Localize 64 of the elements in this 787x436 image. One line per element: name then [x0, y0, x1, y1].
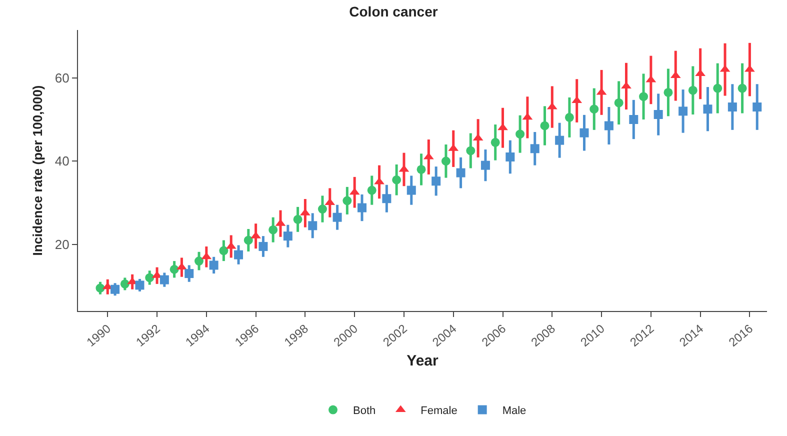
point: [580, 128, 589, 138]
point: [564, 112, 574, 122]
point: [728, 102, 737, 112]
point: [176, 262, 187, 270]
y-tick-label: 40: [54, 154, 70, 169]
point: [555, 136, 564, 145]
point: [219, 246, 228, 256]
point: [639, 92, 648, 102]
point: [293, 214, 302, 224]
x-axis-title: Year: [406, 352, 439, 370]
point: [703, 104, 712, 114]
point: [490, 138, 500, 147]
point: [96, 284, 105, 293]
point: [194, 256, 204, 266]
legend-label: Both: [353, 405, 376, 418]
point: [466, 146, 476, 156]
point: [441, 156, 450, 166]
point: [664, 88, 673, 97]
point: [318, 204, 327, 214]
point: [392, 175, 402, 184]
point: [244, 236, 253, 245]
point: [629, 115, 638, 124]
point: [738, 84, 747, 93]
point: [170, 264, 179, 274]
point: [308, 221, 318, 230]
point: [713, 84, 722, 93]
point: [209, 260, 218, 270]
point: [590, 104, 599, 114]
y-tick-label: 60: [54, 70, 70, 86]
point: [358, 203, 366, 212]
point: [342, 196, 352, 206]
point: [530, 144, 540, 154]
legend-label: Male: [502, 405, 526, 418]
point: [688, 86, 698, 95]
point: [678, 106, 688, 116]
point: [480, 160, 490, 170]
point: [268, 225, 278, 234]
point: [234, 250, 244, 260]
point: [614, 98, 624, 108]
point: [332, 212, 342, 222]
y-tick-label: 20: [54, 236, 70, 252]
point: [456, 168, 466, 178]
point: [160, 275, 169, 284]
point: [540, 121, 550, 130]
point: [416, 164, 426, 174]
point: [120, 279, 130, 288]
chart-title: Colon cancer: [349, 3, 438, 20]
point: [506, 152, 515, 162]
point: [367, 186, 376, 195]
point: [752, 102, 762, 112]
point: [110, 284, 120, 294]
point: [184, 269, 194, 278]
point: [135, 280, 144, 290]
point: [258, 242, 268, 251]
point: [145, 273, 154, 282]
legend-label: Female: [420, 405, 458, 418]
point: [604, 121, 614, 130]
y-axis-title: Incidence rate (per 100,000): [30, 85, 45, 256]
point: [516, 130, 525, 139]
point: [654, 110, 663, 120]
point: [432, 176, 441, 186]
point: [406, 186, 416, 195]
point: [382, 194, 392, 204]
point: [283, 232, 292, 241]
